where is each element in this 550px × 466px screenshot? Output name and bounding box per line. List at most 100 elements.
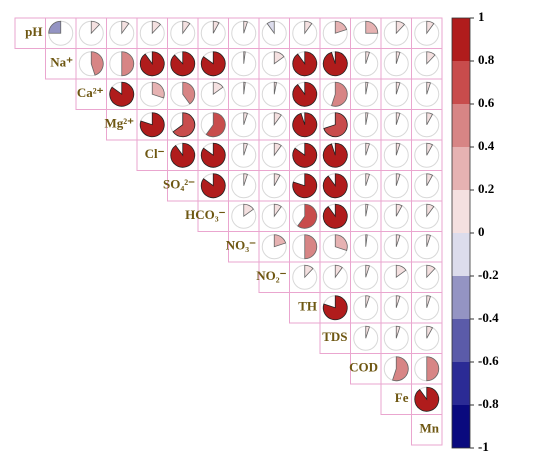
pie: [292, 81, 318, 107]
pie: [205, 112, 226, 138]
variable-label: HCO₃⁻: [185, 207, 226, 222]
label-cell: [258, 261, 290, 293]
pie: [365, 203, 369, 217]
label-cell: [350, 353, 382, 385]
pie: [121, 51, 135, 77]
variable-label: NO₃⁻: [226, 238, 256, 253]
colorbar-band: [452, 405, 470, 448]
colorbar-tick-label: -0.8: [478, 396, 499, 411]
pie: [273, 112, 282, 126]
pie: [426, 20, 435, 35]
pie: [322, 203, 348, 229]
variable-label: SO₄²⁻: [163, 177, 195, 192]
pie: [243, 81, 246, 95]
pie: [322, 51, 348, 77]
label-cell: [380, 383, 412, 415]
variable-label: Cl⁻: [145, 146, 165, 161]
pie: [292, 173, 318, 199]
pie: [243, 20, 248, 34]
variable-label: Fe: [395, 390, 409, 405]
label-cell: [167, 170, 199, 202]
colorbar-tick-label: 0.4: [478, 138, 495, 153]
pie: [395, 234, 401, 247]
pie: [273, 81, 277, 95]
pie: [365, 295, 370, 308]
pie: [395, 325, 401, 339]
pie: [395, 264, 407, 279]
pie: [304, 20, 313, 35]
pie: [426, 81, 431, 95]
pie: [395, 112, 401, 125]
pie: [273, 173, 281, 186]
colorbar-band: [452, 104, 470, 147]
pie: [212, 81, 224, 96]
pie: [395, 203, 403, 217]
variable-label: TDS: [322, 329, 347, 344]
pie: [304, 264, 314, 279]
variable-label: Mn: [420, 421, 440, 436]
colorbar-tick-label: -0.2: [478, 267, 499, 282]
pie: [365, 81, 369, 95]
pie: [426, 295, 431, 308]
pie: [172, 112, 196, 138]
pie: [200, 51, 226, 77]
colorbar-tick-label: 0.6: [478, 95, 495, 110]
pie: [200, 142, 226, 168]
pie: [322, 173, 348, 199]
pie: [48, 20, 62, 34]
pie: [426, 203, 435, 218]
pie: [395, 20, 406, 35]
pie: [414, 386, 440, 412]
pie: [109, 81, 135, 107]
pie: [426, 356, 440, 382]
pie: [322, 295, 348, 321]
pie: [243, 173, 248, 186]
pie: [426, 264, 436, 279]
colorbar-tick-label: -0.6: [478, 353, 499, 368]
pie: [297, 203, 318, 229]
pie: [170, 51, 196, 77]
colorbar-band: [452, 147, 470, 190]
variable-label: NO₂⁻: [256, 268, 286, 283]
pie: [243, 203, 255, 218]
pie: [90, 20, 101, 35]
variable-label: Mg²⁺: [104, 116, 134, 131]
pie: [365, 264, 370, 278]
pie: [151, 20, 162, 35]
pie: [334, 264, 343, 279]
colorbar-tick-label: 0.8: [478, 52, 495, 67]
colorbar-tick-label: 0: [478, 224, 485, 239]
colorbar-band: [452, 61, 470, 104]
pie: [200, 173, 226, 199]
label-cell: [45, 48, 77, 80]
pie: [426, 173, 434, 186]
label-cell: [136, 139, 168, 171]
colorbar-band: [452, 233, 470, 276]
pie: [139, 112, 165, 138]
pie: [365, 20, 379, 34]
pie: [243, 142, 248, 156]
variable-label: TH: [298, 299, 317, 314]
pie: [331, 81, 348, 107]
pie: [365, 142, 370, 156]
pie: [273, 51, 285, 65]
pie: [182, 20, 191, 35]
pie: [273, 142, 282, 157]
pie: [426, 325, 434, 339]
pie: [243, 51, 246, 64]
pie: [395, 81, 401, 95]
label-cell: [197, 200, 229, 232]
pie: [395, 51, 401, 64]
pie: [139, 51, 165, 77]
pie: [322, 142, 348, 168]
pie: [121, 20, 130, 35]
pie: [323, 112, 348, 138]
label-cell: [14, 17, 46, 49]
colorbar-band: [452, 276, 470, 319]
pie: [170, 142, 196, 168]
variable-label: COD: [349, 360, 378, 375]
pie: [292, 112, 318, 138]
colorbar-band: [452, 362, 470, 405]
pie: [212, 20, 220, 34]
